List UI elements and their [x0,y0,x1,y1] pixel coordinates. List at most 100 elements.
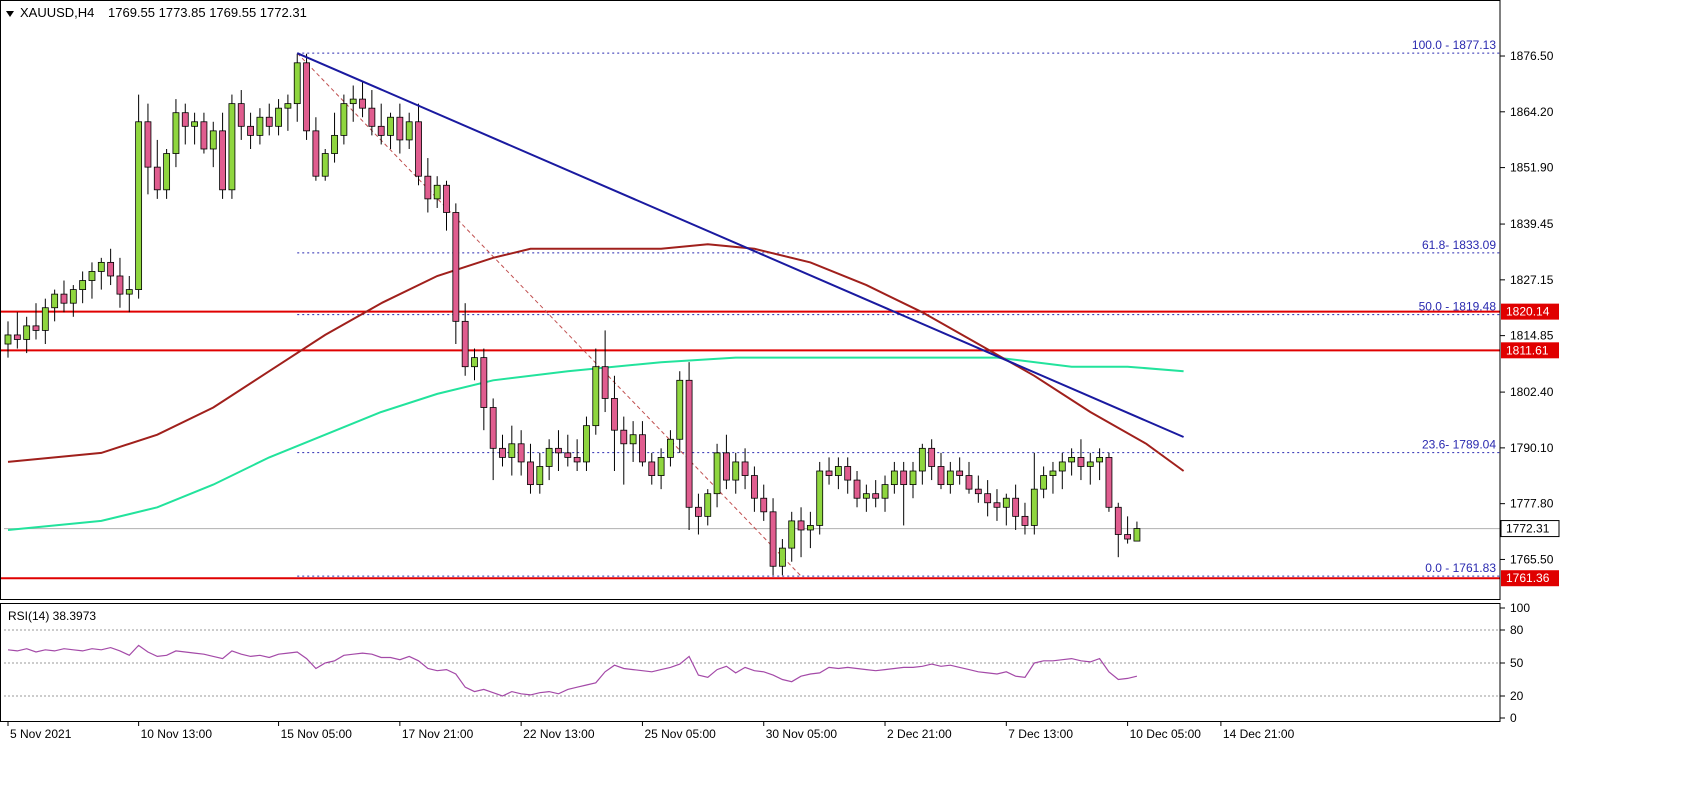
candle-body [163,153,171,191]
candle-body [135,121,143,290]
candle-body [303,62,310,132]
candle-body [685,379,693,508]
candle-body [639,434,646,463]
rsi-line [7,644,1138,697]
bull-candle [331,112,338,163]
trendline[interactable] [296,52,1184,438]
candle-body [760,497,768,513]
current-price-label: 1772.31 [1506,522,1550,536]
bear-candle [751,466,758,512]
bull-candle [536,452,544,494]
price-axis-label: 1876.50 [1510,49,1554,63]
candle-body [853,479,861,499]
candle-body [489,407,497,449]
candle-body [956,470,964,476]
bull-candle [946,461,954,494]
bear-candle [368,90,376,136]
price-tag-background [1501,342,1559,359]
price-tag-background [1501,303,1559,320]
candle-body [788,520,796,549]
candle-body [499,447,506,458]
candle-body [41,307,49,331]
price-axis-label: 1839.45 [1510,217,1554,231]
bull-candle [862,484,870,512]
candle-body [741,461,749,476]
bull-candle [1086,452,1094,485]
bull-candle [583,416,590,472]
price-axis-label: 1777.80 [1510,497,1554,511]
rsi-axis-label: 80 [1510,623,1524,637]
candle-body [527,461,534,486]
price-axis-label: 1827.15 [1510,273,1554,287]
candle-body [247,125,254,136]
bull-candle [890,461,898,494]
bear-candle [443,180,450,231]
bull-candle [1040,466,1048,499]
price-axis-label: 1802.40 [1510,385,1554,399]
fib-level-label: 100.0 - 1877.13 [1412,38,1496,52]
chart-header: XAUUSD,H4 1769.55 1773.85 1769.55 1772.3… [6,5,307,20]
bear-candle [769,498,777,576]
candle-body [387,116,394,136]
candle-body [219,130,226,191]
candle-body [844,466,852,481]
candle-body [890,470,898,486]
time-axis-label: 15 Nov 05:00 [281,727,353,741]
candle-body [974,488,982,495]
bear-candle [1114,502,1122,558]
bear-candle [517,430,525,476]
dropdown-triangle-icon[interactable] [6,11,14,17]
candle-body [13,334,21,340]
candle-body [629,434,637,445]
bull-candle [676,371,684,453]
candle-body [1077,457,1085,467]
candle-body [424,175,432,200]
bear-candle [900,461,908,526]
bear-candle [116,257,124,308]
price-axis-label: 1864.20 [1510,105,1554,119]
candle-body [116,275,124,295]
main-panel-border [0,0,1501,600]
symbol-label: XAUUSD,H4 [20,5,94,20]
candle-body [984,493,992,504]
candle-body [405,121,413,141]
bull-candle [732,452,740,494]
candle-body [620,429,628,445]
candle-body [1124,534,1131,540]
bear-candle [685,362,693,530]
time-axis-label: 17 Nov 21:00 [402,727,474,741]
bear-candle [1105,452,1113,512]
candle-body [1002,497,1010,508]
price-axis-label: 1765.50 [1510,552,1554,566]
candle-body [97,261,105,272]
candle-body [797,520,805,531]
time-axis-label: 25 Nov 05:00 [644,727,716,741]
candle-body [23,325,31,340]
candle-body [256,116,264,136]
candle-body [172,112,180,154]
bull-candle [340,94,348,145]
candle-body [648,461,656,476]
candle-body [695,506,702,517]
bear-candle [219,112,226,199]
candle-body [937,466,945,486]
bear-candle [611,375,618,472]
current-price-tag [1500,520,1560,538]
bull-candle [713,443,721,508]
bull-candle [163,148,171,199]
bull-candle [23,316,31,354]
candle-body [471,357,478,368]
candle-body [209,130,217,150]
ohlc-values: 1769.55 1773.85 1769.55 1772.31 [108,5,307,20]
bear-candle [377,103,385,145]
candle-body [965,475,973,490]
price-axis-label: 1851.90 [1510,161,1554,175]
bear-candle [452,203,460,345]
bear-candle [844,457,852,494]
candle-body [769,511,777,567]
bear-candle [1124,516,1131,544]
candle-body [265,116,273,127]
candle-body [751,475,758,499]
